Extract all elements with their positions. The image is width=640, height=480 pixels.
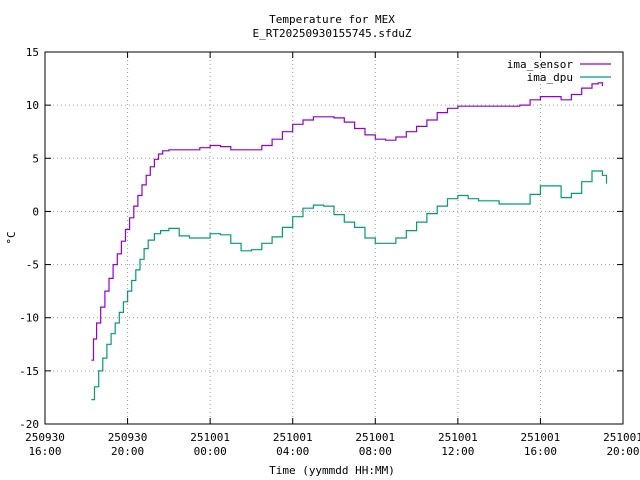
x-tick-label-time: 20:00 bbox=[606, 445, 639, 458]
x-tick-label-date: 251001 bbox=[190, 431, 230, 444]
x-tick-label-date: 250930 bbox=[25, 431, 65, 444]
x-tick-label-time: 04:00 bbox=[276, 445, 309, 458]
y-tick-label: -5 bbox=[26, 259, 39, 272]
y-tick-label: 0 bbox=[32, 205, 39, 218]
y-tick-label: -20 bbox=[19, 418, 39, 431]
x-tick-label-date: 251001 bbox=[521, 431, 561, 444]
x-tick-label-time: 20:00 bbox=[111, 445, 144, 458]
chart-title: Temperature for MEX bbox=[269, 13, 395, 26]
x-axis-label: Time (yymmdd HH:MM) bbox=[269, 464, 395, 477]
series-line-ima-sensor bbox=[91, 82, 603, 361]
y-tick-label: 5 bbox=[32, 152, 39, 165]
x-tick-label-time: 16:00 bbox=[28, 445, 61, 458]
x-tick-label-time: 08:00 bbox=[359, 445, 392, 458]
y-tick-label: 10 bbox=[26, 99, 39, 112]
x-tick-label-date: 251001 bbox=[355, 431, 395, 444]
x-tick-label-time: 00:00 bbox=[194, 445, 227, 458]
tick-marks bbox=[44, 51, 624, 425]
x-tick-label-date: 251001 bbox=[273, 431, 313, 444]
x-tick-labels: 25093016:0025093020:0025100100:002510010… bbox=[25, 431, 640, 458]
chart-subtitle: E_RT20250930155745.sfduZ bbox=[253, 27, 412, 40]
grid-lines bbox=[45, 52, 623, 424]
x-tick-label-date: 251001 bbox=[603, 431, 640, 444]
series-lines bbox=[91, 82, 608, 401]
x-tick-label-date: 251001 bbox=[438, 431, 478, 444]
legend-label: ima_dpu bbox=[527, 71, 573, 84]
y-axis-label: °C bbox=[5, 231, 18, 244]
plot-frame bbox=[44, 51, 624, 425]
x-tick-label-time: 12:00 bbox=[441, 445, 474, 458]
legend-label: ima_sensor bbox=[507, 58, 574, 71]
y-tick-label: -10 bbox=[19, 312, 39, 325]
y-tick-label: -15 bbox=[19, 365, 39, 378]
x-tick-label-date: 250930 bbox=[108, 431, 148, 444]
y-tick-label: 15 bbox=[26, 46, 39, 59]
series-line-ima-dpu bbox=[91, 170, 608, 401]
y-tick-labels: 15 10 5 0 -5 -10 -15 -20 bbox=[19, 46, 39, 431]
x-tick-label-time: 16:00 bbox=[524, 445, 557, 458]
